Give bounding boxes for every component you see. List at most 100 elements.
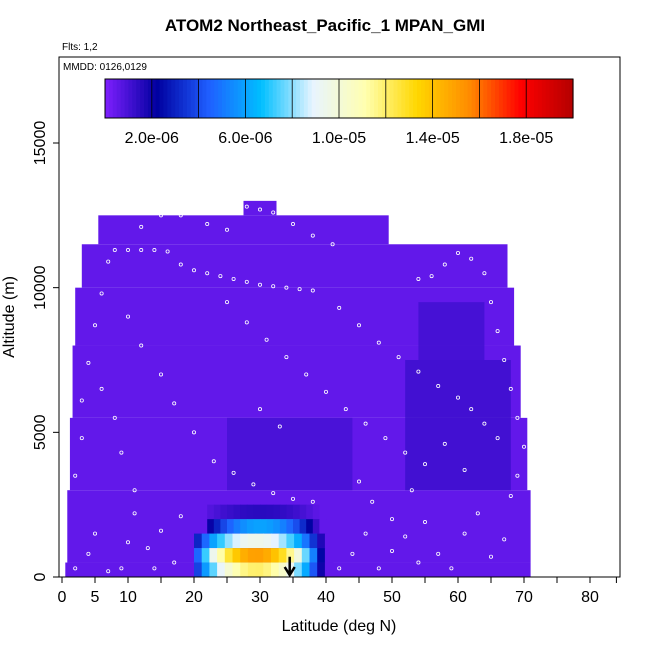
colorbar-segment (561, 79, 566, 118)
plume-cell (306, 504, 314, 520)
observation-point (403, 450, 408, 455)
observation-point (442, 262, 447, 267)
colorbar-segment (140, 79, 145, 118)
colorbar-segment (350, 79, 356, 118)
plume-cell (255, 533, 264, 549)
observation-point (277, 424, 282, 429)
plume-cell (294, 533, 303, 549)
observation-point (515, 473, 520, 478)
observation-point (436, 384, 441, 389)
colorbar-segment (222, 79, 227, 118)
plume-cell (209, 562, 218, 577)
plume-cell (294, 562, 303, 577)
colorbar-segment (323, 79, 328, 118)
x-tick-label: 50 (383, 589, 401, 606)
plume-cell (263, 533, 272, 549)
colorbar-segment (155, 79, 161, 118)
colorbar-segment (288, 79, 293, 118)
plume-cell (224, 548, 234, 563)
colorbar-segment (409, 79, 414, 118)
observation-point (145, 546, 150, 551)
colorbar-segment (436, 79, 441, 118)
observation-point (337, 305, 342, 310)
observation-point (271, 284, 276, 289)
colorbar-segment (401, 79, 406, 118)
observation-point (152, 566, 157, 571)
plume-cell (260, 504, 268, 520)
colorbar-segment (124, 79, 129, 118)
colorbar-segment (296, 79, 301, 118)
plume-cell (240, 519, 248, 534)
observation-point (469, 407, 474, 412)
plume-cell (232, 562, 241, 577)
plume-cell (233, 504, 241, 520)
colorbar-segment (557, 79, 562, 118)
dates-label: MMDD: 0126,0129 (63, 62, 147, 73)
x-tick-label: 5 (91, 589, 100, 606)
observation-point (508, 386, 513, 391)
colorbar-segment (440, 79, 445, 118)
colorbar-segment (292, 79, 297, 118)
plume-cell (227, 519, 235, 534)
shade-cell (227, 417, 353, 491)
plume-cell (306, 519, 314, 534)
observation-point (112, 415, 117, 420)
plume-cell (293, 504, 301, 520)
plume-cell (217, 562, 226, 577)
observation-point (231, 470, 236, 475)
observation-point (257, 282, 262, 287)
colorbar-segment (459, 79, 465, 118)
plume-cell (271, 548, 280, 563)
plume-cell (278, 548, 287, 563)
plume-cell (224, 562, 234, 577)
observation-point (106, 569, 111, 574)
x-axis-label: Latitude (deg N) (282, 618, 397, 635)
observation-point (383, 436, 388, 441)
colorbar-segment (522, 79, 527, 118)
observation-point (172, 401, 177, 406)
observation-point (389, 548, 394, 553)
colorbar-segment (128, 79, 133, 118)
colorbar-segment (342, 79, 348, 118)
colorbar-segment (378, 79, 383, 118)
observation-point (422, 520, 427, 525)
colorbar-segment (534, 79, 539, 118)
y-tick-label: 15000 (32, 121, 49, 166)
observation-point (126, 248, 131, 253)
observation-point (502, 357, 507, 362)
plume-cell (273, 504, 281, 520)
arrow-head (283, 566, 296, 578)
observation-point (178, 262, 183, 267)
observation-point (515, 415, 520, 420)
observation-point (396, 355, 401, 360)
colorbar-segment (545, 79, 551, 118)
plume-cell (309, 562, 318, 577)
plume-cell (213, 519, 221, 534)
colorbar-tick-label: 1.0e-05 (312, 130, 366, 147)
colorbar-segment (358, 79, 363, 118)
colorbar-segment (214, 79, 219, 118)
plume-cell (220, 519, 228, 534)
observation-point (93, 323, 98, 328)
colorbar-segment (241, 79, 246, 118)
plume-cell (299, 504, 307, 520)
colorbar-segment (210, 79, 215, 118)
observation-point (416, 369, 421, 374)
colorbar-segment (339, 79, 344, 118)
observation-point (429, 274, 434, 279)
colorbar-segment (147, 79, 153, 118)
observation-point (363, 421, 368, 426)
observation-point (99, 291, 104, 296)
plume-cell (240, 548, 249, 563)
observation-point (310, 288, 315, 293)
plume-cell (312, 504, 320, 520)
colorbar-segment (381, 79, 387, 118)
observation-point (218, 274, 223, 279)
plume-cell (309, 533, 318, 549)
observation-point (343, 407, 348, 412)
observation-point (403, 534, 408, 539)
colorbar-segment (506, 79, 512, 118)
colorbar-segment (229, 79, 235, 118)
colorbar-segment (370, 79, 375, 118)
colorbar-segment (225, 79, 231, 118)
